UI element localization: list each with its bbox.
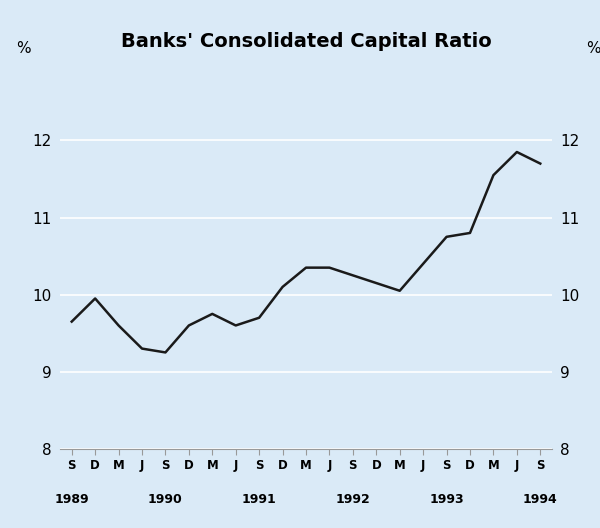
Text: %: % — [587, 41, 600, 55]
Text: 1993: 1993 — [429, 493, 464, 506]
Text: 1994: 1994 — [523, 493, 557, 506]
Text: 1992: 1992 — [335, 493, 370, 506]
Text: 1990: 1990 — [148, 493, 183, 506]
Title: Banks' Consolidated Capital Ratio: Banks' Consolidated Capital Ratio — [121, 32, 491, 51]
Text: 1989: 1989 — [55, 493, 89, 506]
Text: %: % — [16, 41, 31, 55]
Text: 1991: 1991 — [242, 493, 277, 506]
